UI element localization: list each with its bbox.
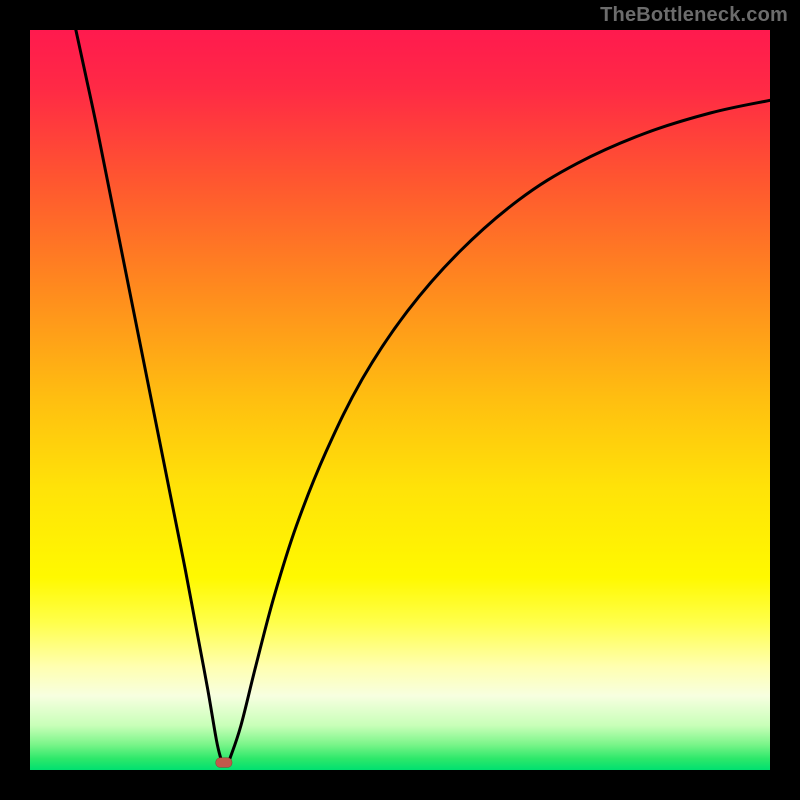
chart-frame: TheBottleneck.com <box>0 0 800 800</box>
minimum-marker <box>216 758 232 768</box>
bottleneck-chart <box>0 0 800 800</box>
plot-background <box>30 30 770 770</box>
